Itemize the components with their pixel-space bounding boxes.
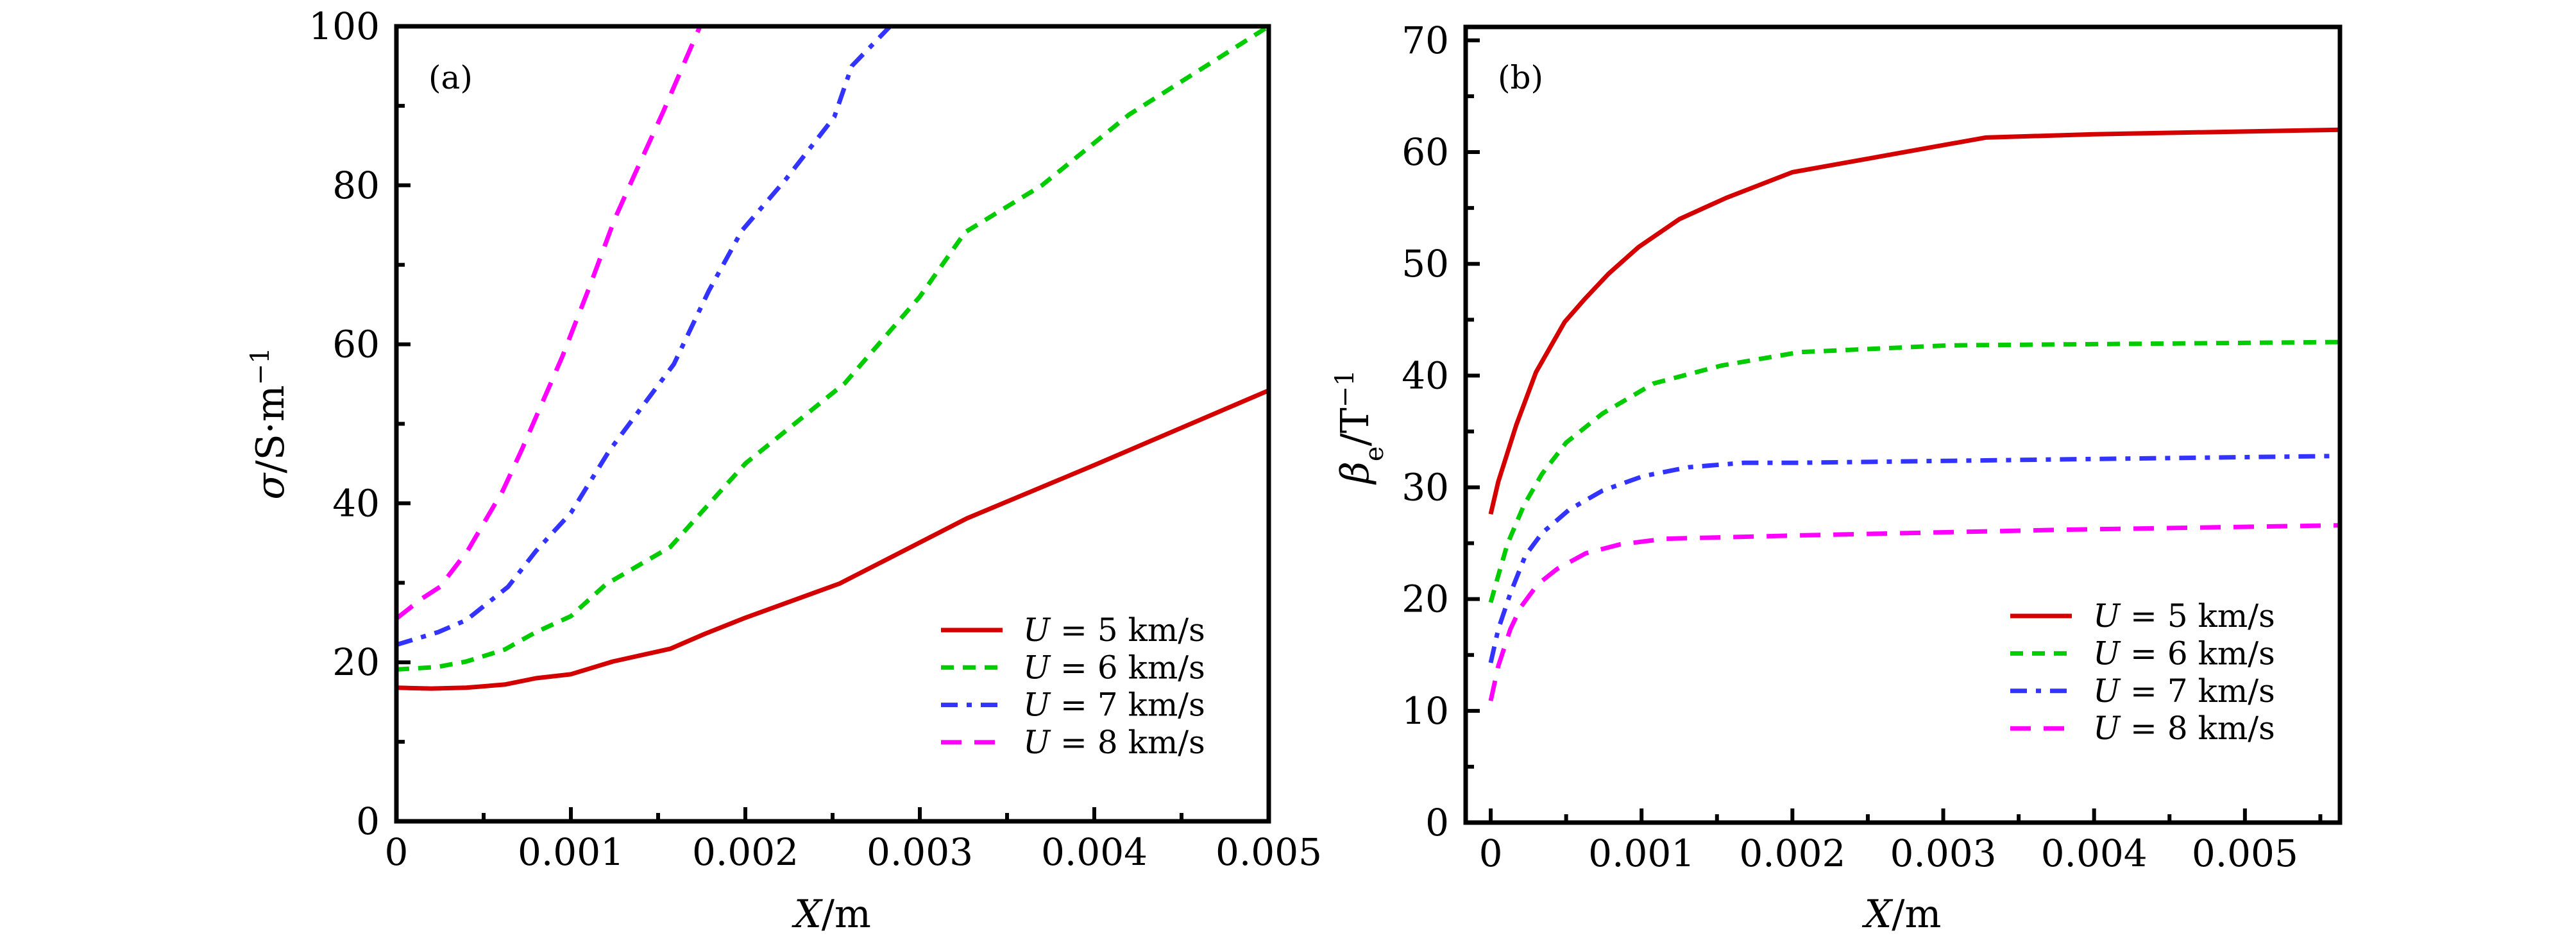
legend-value: = 7 km/s <box>2120 672 2275 710</box>
x-tick-label: 0.002 <box>692 830 799 874</box>
x-tick-label: 0.004 <box>2041 832 2148 875</box>
x-axis-unit: /m <box>1892 892 1941 937</box>
x-tick-label: 0 <box>1479 832 1503 875</box>
legend-var: U <box>1023 724 1051 761</box>
y-tick-label: 0 <box>356 799 380 843</box>
y-tick-label: 80 <box>332 164 380 207</box>
legend-value: = 8 km/s <box>2120 710 2275 747</box>
y-axis-unit: /S·m <box>248 385 293 473</box>
legend-value: = 5 km/s <box>2120 597 2275 635</box>
panel-label: (b) <box>1498 59 1543 96</box>
y-axis-var: β <box>1333 461 1378 485</box>
legend-item: U = 7 km/s <box>2010 672 2275 710</box>
y-tick-label: 20 <box>332 640 380 684</box>
legend-value: = 5 km/s <box>1050 611 1205 649</box>
y-tick-labels: 0 20 40 60 80 100 <box>309 4 380 843</box>
x-tick-labels: 0 0.001 0.002 0.003 0.004 0.005 <box>1479 832 2298 875</box>
y-tick-label: 60 <box>1402 130 1449 174</box>
legend-item: U = 7 km/s <box>941 687 1205 724</box>
legend-item: U = 6 km/s <box>2010 635 2275 672</box>
y-tick-labels: 0 10 20 30 40 50 60 70 <box>1402 19 1449 844</box>
y-axis-var: σ <box>248 472 293 500</box>
y-tick-label: 60 <box>332 323 380 366</box>
x-tick-label: 0.001 <box>1588 832 1695 875</box>
legend-var: U <box>2093 635 2121 672</box>
legend: U = 5 km/sU = 6 km/sU = 7 km/sU = 8 km/s <box>941 611 1205 761</box>
legend-value: = 8 km/s <box>1050 724 1205 761</box>
y-tick-label: 50 <box>1402 242 1449 286</box>
y-axis-sup: −1 <box>1330 370 1360 407</box>
legend-label: U = 8 km/s <box>1023 724 1205 761</box>
axis-ticks <box>1466 38 2323 825</box>
legend-value: = 6 km/s <box>2120 635 2275 672</box>
legend: U = 5 km/sU = 6 km/sU = 7 km/sU = 8 km/s <box>2010 597 2275 747</box>
x-tick-label: 0.005 <box>1216 830 1322 874</box>
plot-frame <box>1463 24 2343 825</box>
legend-item: U = 8 km/s <box>2010 710 2275 747</box>
series-line-u7 <box>1488 454 2331 663</box>
y-tick-label: 40 <box>332 481 380 525</box>
legend-value: = 7 km/s <box>1050 687 1205 724</box>
y-axis-sup: −1 <box>246 347 275 385</box>
legend-label: U = 6 km/s <box>2093 635 2275 672</box>
series-line-u5 <box>1488 127 2340 515</box>
series-line-u8 <box>396 26 702 620</box>
series-line-u5 <box>396 388 1269 691</box>
legend-var: U <box>1023 611 1051 649</box>
legend-var: U <box>2093 597 2121 635</box>
legend-item: U = 8 km/s <box>941 724 1205 761</box>
y-tick-label: 70 <box>1402 19 1449 62</box>
x-axis-var: X <box>1862 892 1894 937</box>
panel-a: 0 0.001 0.002 0.003 0.004 0.005 020406080100 … <box>246 4 1322 937</box>
legend-label: U = 6 km/s <box>1023 649 1205 686</box>
series-lines <box>1488 127 2340 701</box>
y-tick-label: 0 <box>1425 801 1449 844</box>
legend-label: U = 7 km/s <box>2093 672 2275 710</box>
y-tick-label: 20 <box>1402 577 1449 621</box>
legend-label: U = 5 km/s <box>1023 611 1205 649</box>
series-lines <box>396 26 1269 691</box>
legend-var: U <box>2093 710 2121 747</box>
x-tick-label: 0.005 <box>2192 832 2298 875</box>
x-tick-labels: 0 0.001 0.002 0.003 0.004 0.005 <box>385 830 1322 874</box>
legend-label: U = 5 km/s <box>2093 597 2275 635</box>
x-axis-unit: /m <box>822 892 871 937</box>
plot-frame <box>394 24 1271 824</box>
legend-item: U = 6 km/s <box>941 649 1205 686</box>
series-line-u6 <box>1488 339 2340 603</box>
y-tick-label: 30 <box>1402 466 1449 509</box>
panel-label: (a) <box>428 59 473 96</box>
series-line-u8 <box>1488 523 2340 701</box>
x-axis-title: X/m <box>792 892 871 937</box>
x-tick-label: 0 <box>385 830 409 874</box>
x-tick-label: 0.001 <box>518 830 624 874</box>
series-line-u7 <box>396 26 892 647</box>
x-axis-var: X <box>792 892 823 937</box>
y-tick-label: 10 <box>1402 689 1449 733</box>
y-axis-unit: /T <box>1333 407 1378 446</box>
y-axis-title: σ/S·m−1 <box>246 347 293 499</box>
series-line-u6 <box>396 26 1269 672</box>
legend-value: = 6 km/s <box>1050 649 1205 686</box>
y-tick-label: 40 <box>1402 354 1449 397</box>
y-axis-title: βe/T−1 <box>1330 370 1389 485</box>
legend-label: U = 7 km/s <box>1023 687 1205 724</box>
panel-b: 0 0.001 0.002 0.003 0.004 0.005 0 10 20 30 40 50 60… <box>1330 19 2343 937</box>
x-tick-label: 0.004 <box>1041 830 1148 874</box>
x-axis-title: X/m <box>1862 892 1942 937</box>
legend-item: U = 5 km/s <box>2010 597 2275 635</box>
legend-var: U <box>1023 687 1051 724</box>
x-tick-label: 0.003 <box>1890 832 1997 875</box>
legend-var: U <box>2093 672 2121 710</box>
x-tick-label: 0.003 <box>867 830 973 874</box>
y-tick-label: 100 <box>309 4 380 48</box>
x-tick-label: 0.002 <box>1739 832 1845 875</box>
legend-label: U = 8 km/s <box>2093 710 2275 747</box>
legend-item: U = 5 km/s <box>941 611 1205 649</box>
y-axis-sub: e <box>1360 446 1389 461</box>
legend-var: U <box>1023 649 1051 686</box>
